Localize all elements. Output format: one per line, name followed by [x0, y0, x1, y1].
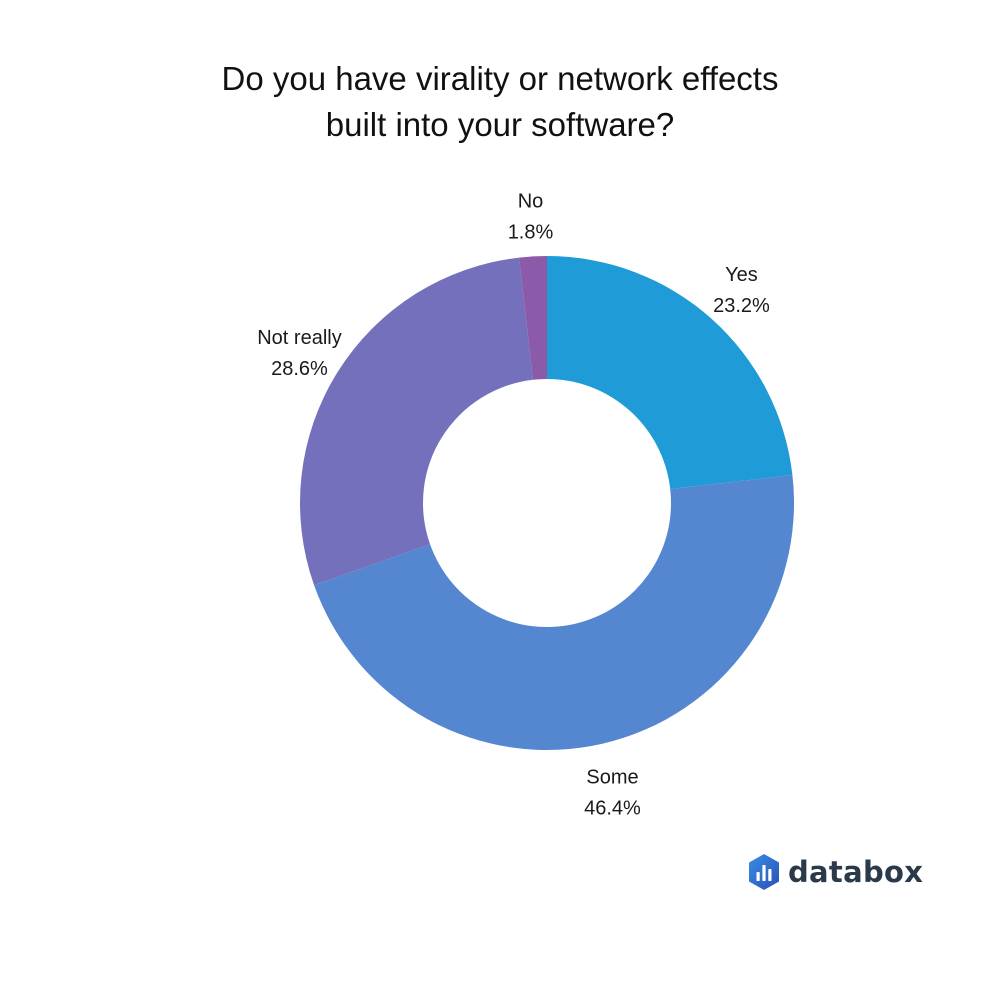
- brand-name: databox: [788, 855, 924, 889]
- slice-category-not-really: Not really: [257, 327, 341, 349]
- slice-value-yes: 23.2%: [713, 295, 770, 317]
- slice-yes[interactable]: [547, 256, 793, 490]
- databox-hexagon-bars-icon: [749, 854, 779, 890]
- donut-labels: Yes 23.2% Some 46.4% Not really 28.6% No 1.8%: [257, 190, 770, 819]
- slice-label-no: No 1.8%: [508, 190, 554, 243]
- slice-category-yes: Yes: [725, 264, 758, 286]
- slice-some[interactable]: [314, 475, 795, 751]
- slice-value-not-really: 28.6%: [271, 358, 328, 380]
- slice-value-no: 1.8%: [508, 221, 554, 243]
- chart-title-line-2: built into your software?: [325, 106, 675, 143]
- chart-title: Do you have virality or network effects …: [0, 56, 1000, 148]
- donut-slices: [300, 256, 795, 751]
- slice-value-some: 46.4%: [584, 798, 641, 820]
- slice-no[interactable]: [519, 256, 547, 380]
- slice-category-some: Some: [586, 767, 638, 789]
- slice-not-really[interactable]: [300, 257, 534, 586]
- slice-label-yes: Yes 23.2%: [713, 264, 770, 317]
- slice-category-no: No: [518, 190, 544, 212]
- brand-mark: databox: [748, 852, 923, 892]
- slice-label-some: Some 46.4%: [584, 767, 641, 820]
- chart-title-line-1: Do you have virality or network effects: [221, 60, 779, 97]
- slice-label-not-really: Not really 28.6%: [257, 327, 341, 380]
